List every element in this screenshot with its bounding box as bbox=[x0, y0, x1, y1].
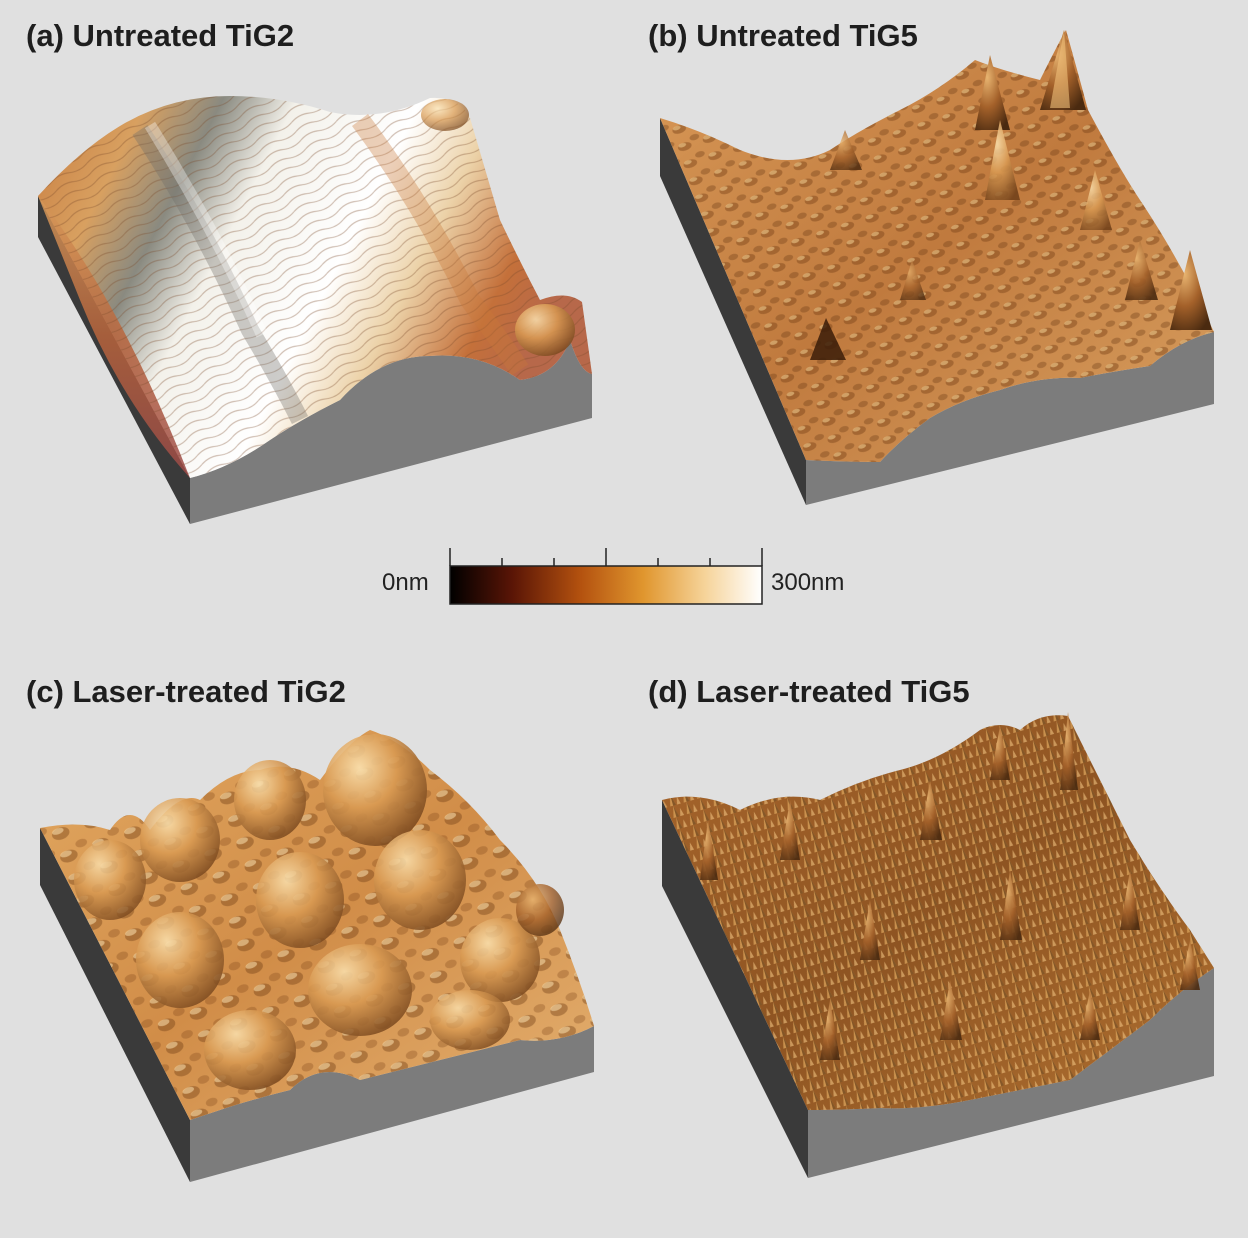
panel-c-label: (c) Laser-treated TiG2 bbox=[26, 674, 346, 709]
panel-a-label: (a) Untreated TiG2 bbox=[26, 18, 295, 53]
panel-a-surface bbox=[38, 96, 592, 524]
panel-d-surface bbox=[662, 712, 1214, 1178]
colorbar-min-label: 0nm bbox=[382, 569, 429, 596]
panel-b-label: (b) Untreated TiG5 bbox=[648, 18, 918, 53]
panel-c-surface bbox=[40, 730, 594, 1182]
panel-d-label: (d) Laser-treated TiG5 bbox=[648, 674, 970, 709]
height-colorbar bbox=[449, 548, 763, 605]
colorbar-max-label: 300nm bbox=[771, 569, 845, 596]
panel-b-surface bbox=[660, 30, 1214, 505]
colorbar-ticks bbox=[449, 548, 763, 566]
colorbar-gradient bbox=[449, 565, 763, 605]
